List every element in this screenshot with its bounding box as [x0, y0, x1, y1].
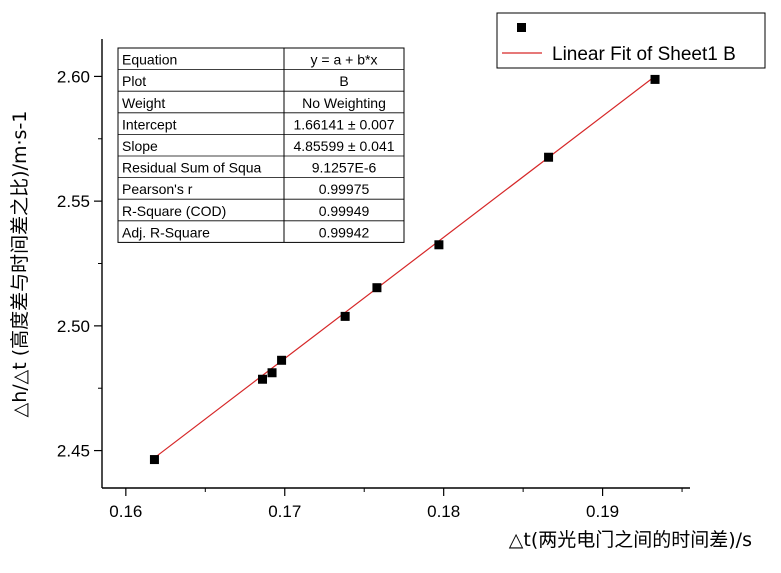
- data-point: [340, 311, 350, 321]
- data-point: [372, 283, 382, 293]
- stats-row-value: No Weighting: [302, 95, 386, 111]
- y-tick-label: 2.50: [57, 317, 90, 336]
- data-point: [434, 240, 444, 250]
- stats-row-value: y = a + b*x: [311, 52, 378, 68]
- linear-fit-line: [154, 75, 656, 459]
- data-point: [267, 368, 277, 378]
- stats-row-value: 0.99942: [319, 224, 370, 240]
- fit-statistics-table: Equation y = a + b*x Plot B Weight No Weighti…: [117, 47, 405, 243]
- y-tick-label: 2.60: [57, 67, 90, 86]
- x-axis-title: △t(两光电门之间的时间差)/s: [509, 529, 752, 551]
- stats-row-label: Pearson's r: [122, 181, 193, 197]
- x-axis-ticks: 0.16 0.17 0.18 0.19: [109, 488, 683, 521]
- data-points-layer: [149, 74, 660, 465]
- stats-row-value: 9.1257E-6: [312, 160, 377, 176]
- stats-row-value: 4.85599 ± 0.041: [293, 138, 394, 154]
- linear-fit-layer: [154, 75, 656, 459]
- y-tick-label: 2.45: [57, 442, 90, 461]
- stats-row-label: Equation: [122, 52, 177, 68]
- stats-row-value: 0.99975: [319, 181, 370, 197]
- y-axis-ticks: 2.45 2.50 2.55 2.60: [57, 67, 102, 461]
- stats-row-label: Intercept: [122, 116, 177, 132]
- data-point: [650, 74, 660, 84]
- stats-row-label: Residual Sum of Squa: [122, 160, 262, 176]
- data-point: [258, 374, 268, 384]
- data-point: [277, 355, 287, 365]
- stats-row-label: Weight: [122, 95, 165, 111]
- legend: Linear Fit of Sheet1 B: [496, 12, 766, 69]
- x-tick-label: 0.19: [586, 502, 619, 521]
- x-tick-label: 0.16: [109, 502, 142, 521]
- stats-row-label: Slope: [122, 138, 158, 154]
- stats-row-label: R-Square (COD): [122, 203, 226, 219]
- data-point: [149, 455, 159, 465]
- data-point: [544, 152, 554, 162]
- stats-table-frame: [117, 47, 405, 243]
- stats-row-label: Adj. R-Square: [122, 224, 210, 240]
- stats-row-value: 0.99949: [319, 203, 370, 219]
- x-tick-label: 0.18: [427, 502, 460, 521]
- legend-fit-label: Linear Fit of Sheet1 B: [552, 44, 736, 65]
- x-tick-label: 0.17: [268, 502, 301, 521]
- stats-row-label: Plot: [122, 73, 146, 89]
- stats-row-value: B: [339, 73, 348, 89]
- legend-marker-symbol: [517, 23, 526, 32]
- y-axis-title: △h/△t (高度差与时间差之比)/m·s-1: [9, 111, 31, 418]
- y-tick-label: 2.55: [57, 192, 90, 211]
- stats-row-value: 1.66141 ± 0.007: [293, 116, 394, 132]
- legend-frame: [496, 12, 766, 69]
